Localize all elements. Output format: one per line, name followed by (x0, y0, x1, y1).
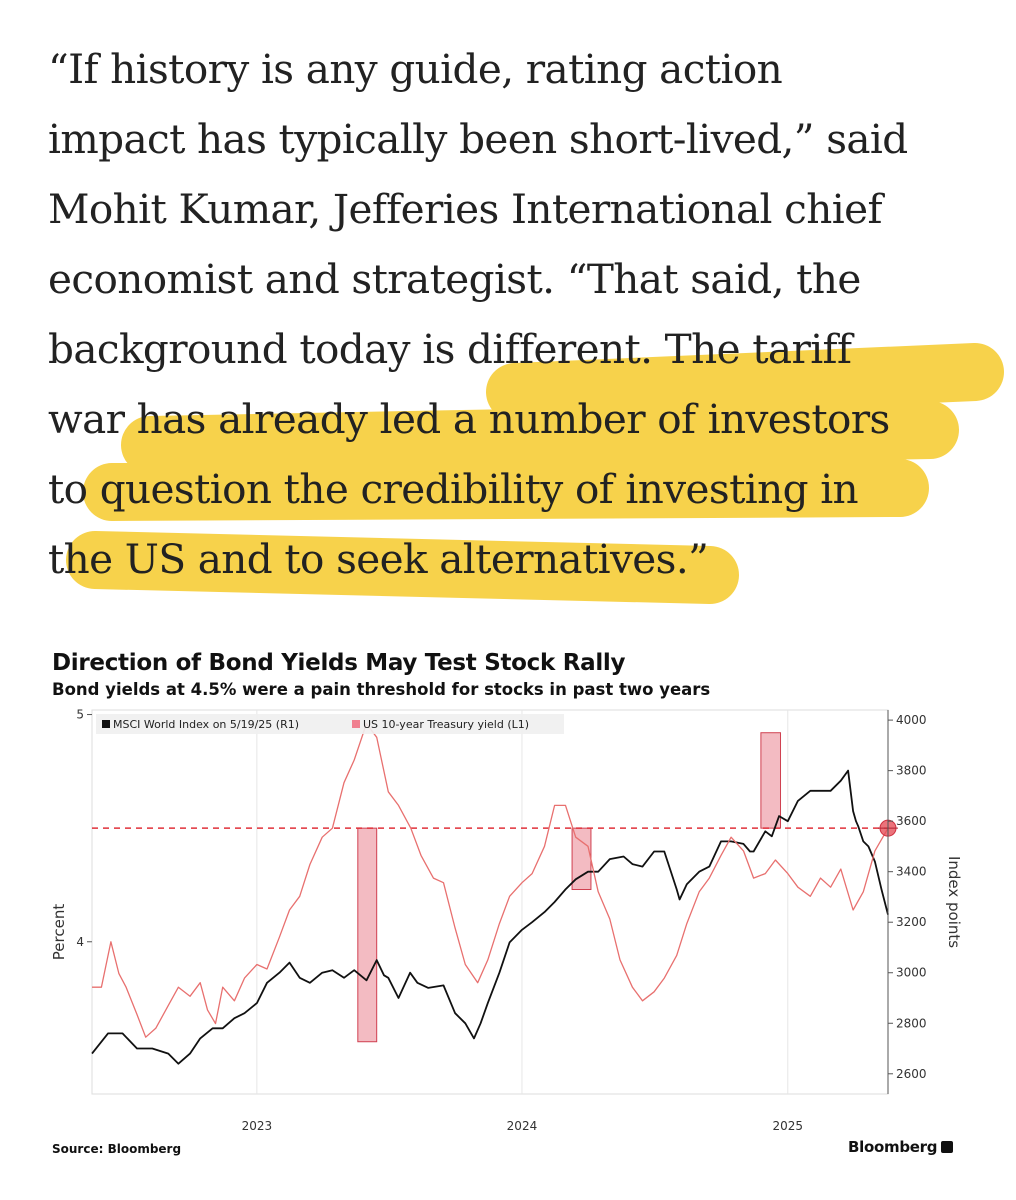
quote-line: “If history is any guide, rating action (48, 45, 783, 93)
chart-source: Source: Bloomberg (52, 1142, 182, 1156)
plot-area (91, 709, 889, 1095)
x-tick-label: 2025 (773, 1119, 804, 1133)
chart-legend: MSCI World Index on 5/19/25 (R1) US 10-ye… (96, 714, 564, 734)
quote-line: to question the credibility of investing… (48, 465, 859, 513)
shaded-period (357, 827, 378, 1043)
quote-line: the US and to seek alternatives.” (48, 535, 709, 583)
bloomberg-terminal-icon (941, 1141, 954, 1153)
legend-background (96, 714, 564, 734)
msci-world-line (91, 769, 889, 1065)
quote-line: impact has typically been short-lived,” … (48, 115, 908, 163)
treasury-yield-line (92, 722, 889, 1038)
y-right-tick-label: 3200 (896, 915, 927, 929)
legend-swatch (352, 720, 360, 728)
chart-title: Direction of Bond Yields May Test Stock … (52, 650, 626, 676)
bloomberg-logo: Bloomberg (848, 1138, 954, 1156)
shaded-period (760, 732, 782, 829)
quote-line: Mohit Kumar, Jefferies International chi… (48, 185, 882, 233)
y-right-tick-label: 3000 (896, 966, 927, 980)
y-left-tick-label: 4 (76, 935, 84, 949)
chart-subtitle: Bond yields at 4.5% were a pain threshol… (52, 680, 711, 699)
y-right-tick-label: 3400 (896, 865, 927, 879)
y-right-tick-label: 4000 (896, 713, 927, 727)
legend-entry: US 10-year Treasury yield (L1) (363, 718, 529, 731)
legend-swatch (102, 720, 110, 728)
y-right-tick-label: 3600 (896, 814, 927, 828)
bloomberg-wordmark: Bloomberg (848, 1138, 938, 1156)
quote-line: economist and strategist. “That said, th… (48, 255, 861, 303)
x-tick-label: 2024 (507, 1119, 538, 1133)
legend-entry: MSCI World Index on 5/19/25 (R1) (113, 718, 299, 731)
article-quote: “If history is any guide, rating action i… (48, 34, 988, 594)
y-left-tick-label: 5 (76, 708, 84, 722)
line-chart: 2023 2024 2025 4 5 2600 2800 3000 3200 3400 3600 38… (50, 708, 963, 1133)
y-right-tick-label: 2600 (896, 1067, 927, 1081)
y-right-axis-label: Index points (945, 856, 963, 948)
quote-line: war has already led a number of investor… (48, 395, 890, 443)
quote-line: background today is different. The tarif… (48, 325, 852, 373)
y-right-tick-label: 3800 (896, 764, 927, 778)
y-right-tick-label: 2800 (896, 1016, 927, 1030)
y-left-axis-label: Percent (50, 904, 68, 961)
x-tick-label: 2023 (242, 1119, 273, 1133)
